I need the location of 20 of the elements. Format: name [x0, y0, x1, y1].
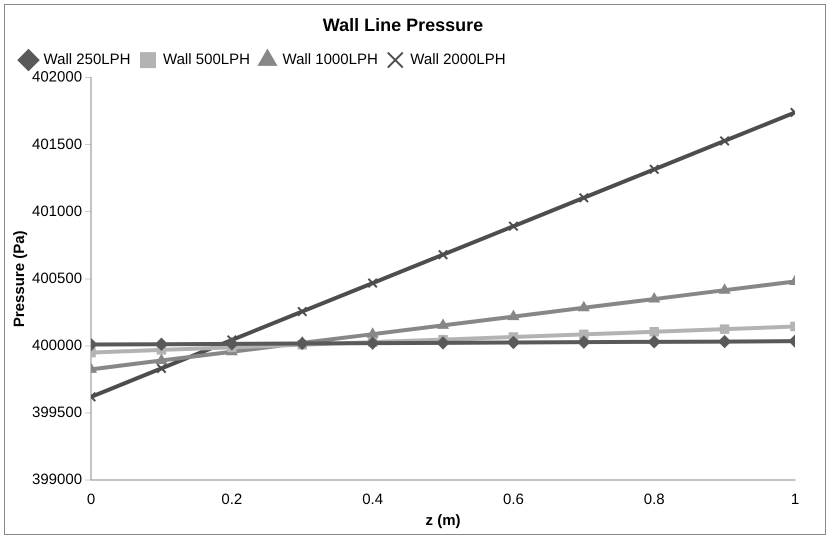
legend-label: Wall 500LPH — [162, 51, 250, 68]
legend-label: Wall 250LPH — [44, 51, 130, 68]
legend-label: Wall 1000LPH — [282, 51, 378, 68]
x-tick-label: 1 — [790, 491, 800, 508]
y-tick-label: 400000 — [32, 337, 82, 354]
x-tick-label: 0 — [86, 491, 96, 508]
y-axis-title: Pressure (Pa) — [11, 230, 28, 328]
x-tick-label: 0.6 — [502, 491, 524, 508]
y-tick-label: 401500 — [32, 136, 82, 153]
x-tick-label: 0.2 — [221, 491, 242, 508]
y-tick-label: 401000 — [32, 202, 82, 220]
legend-label: Wall 2000LPH — [410, 51, 506, 68]
x-axis-title: z (m) — [426, 512, 461, 530]
x-tick-label: 0.4 — [362, 491, 384, 508]
chart-title: Wall Line Pressure — [322, 14, 484, 35]
y-tick-label: 399000 — [32, 471, 82, 488]
x-tick-label: 0.8 — [644, 491, 665, 508]
y-tick-label: 400500 — [32, 270, 82, 287]
y-tick-label: 402000 — [32, 68, 82, 86]
y-tick-label: 399500 — [32, 404, 82, 422]
